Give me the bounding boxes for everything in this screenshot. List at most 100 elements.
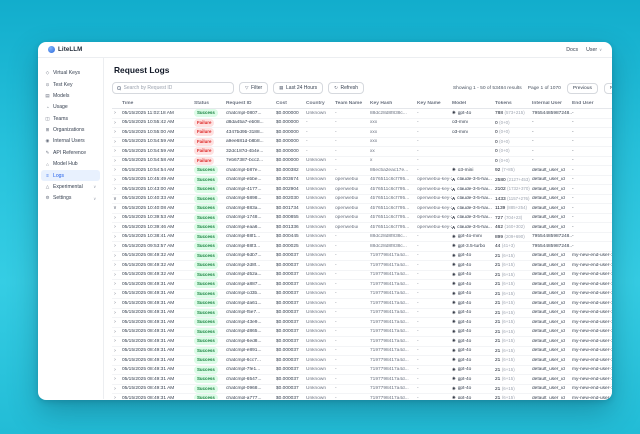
expand-chevron-icon[interactable]: › (114, 262, 116, 269)
cell-request-id[interactable]: chatcmpl-b87e... (226, 167, 262, 173)
expand-chevron-icon[interactable]: › (114, 110, 116, 117)
cell-request-id[interactable]: chatcmpl-0968... (226, 386, 262, 392)
sidebar-item-models[interactable]: ▤ Models (41, 91, 100, 101)
cell-request-id[interactable]: a9ee681d-b8b8... (226, 139, 264, 145)
sidebar-item-virtual-keys[interactable]: ◇ Virtual Keys (41, 68, 100, 78)
collapse-chevron-icon[interactable]: ∨ (113, 195, 117, 202)
cell-request-id[interactable]: 4347bd9b-3188... (226, 129, 264, 135)
sidebar-item-teams[interactable]: ◫ Teams (41, 114, 100, 124)
cell-request-id[interactable]: chatcmpl-ebbe... (226, 177, 262, 183)
expand-chevron-icon[interactable]: › (114, 119, 116, 126)
expand-chevron-icon[interactable]: › (114, 233, 116, 240)
cell-team-name: - (335, 110, 337, 116)
sidebar-item-settings[interactable]: ⚙ Settings ∨ (41, 193, 100, 203)
cell-status: Failure (194, 147, 226, 156)
user-menu[interactable]: User ∨ (586, 47, 602, 53)
cell-team-name: - (335, 281, 337, 287)
sidebar-item-internal-users[interactable]: ◉ Internal Users (41, 136, 100, 146)
cell-internal-user: default_user_id (532, 205, 565, 211)
cell-request-id[interactable]: chatcmpl-5898... (226, 196, 262, 202)
expand-chevron-icon[interactable]: › (114, 366, 116, 373)
cell-request-id[interactable]: chatcmpl-d865... (226, 329, 262, 335)
cell-request-id[interactable]: chatcmpl-e891... (226, 348, 262, 354)
expand-chevron-icon[interactable]: › (114, 328, 116, 335)
expand-chevron-icon[interactable]: › (114, 167, 116, 174)
cell-request-id[interactable]: chatcmpl-f5e7... (226, 310, 261, 316)
cell-request-id[interactable]: chatcmpl-d52a... (226, 272, 262, 278)
search-input[interactable]: Search by Request ID (112, 82, 234, 94)
sidebar-item-organizations[interactable]: ⊞ Organizations (41, 125, 100, 135)
tokens-breakdown: (0+0) (499, 148, 510, 154)
cell-tokens: 21 (6+15) (495, 281, 532, 287)
time-range-button[interactable]: ▦ Last 24 Hours (273, 82, 324, 94)
expand-chevron-icon[interactable]: › (114, 129, 116, 136)
expand-chevron-icon[interactable]: › (114, 157, 116, 164)
cell-request-id[interactable]: chatcmpl-88f3... (226, 243, 261, 249)
refresh-button[interactable]: ↻ Refresh (328, 82, 365, 94)
anthropic-icon: A (452, 196, 456, 202)
cell-request-id[interactable]: chatcmpl-da61... (226, 300, 262, 306)
cell-request-id[interactable]: chatcmpl-6db7... (226, 253, 262, 259)
expand-chevron-icon[interactable]: › (114, 186, 116, 193)
expand-chevron-icon[interactable]: › (114, 148, 116, 155)
sidebar-item-usage[interactable]: ◔ Usage (41, 102, 100, 112)
cell-request-id[interactable]: chatcmpl-a777... (226, 395, 262, 399)
sidebar-item-api-reference[interactable]: ✎ API Reference (41, 148, 100, 158)
status-badge: Failure (194, 137, 215, 146)
cell-request-id[interactable]: chatcmpl-6547... (226, 376, 262, 382)
expand-chevron-icon[interactable]: › (114, 376, 116, 383)
expand-chevron-icon[interactable]: › (114, 347, 116, 354)
cell-request-id[interactable]: chatcmpl-4177... (226, 186, 262, 192)
docs-link[interactable]: Docs (566, 46, 579, 53)
sidebar-item-model-hub[interactable]: ⌂ Model Hub (41, 159, 100, 169)
cell-country: Unknown (306, 215, 326, 221)
cell-request-id[interactable]: chatcmpl-6ed8... (226, 338, 262, 344)
expand-chevron-icon[interactable]: › (114, 357, 116, 364)
cell-request-id[interactable]: d8da45a7-eb08... (226, 120, 264, 126)
cell-request-id[interactable]: chatcmpl-43e9... (226, 319, 262, 325)
cell-request-id[interactable]: chatcmpl-cd3b... (226, 291, 262, 297)
cell-request-id[interactable]: 32dc187d-4b4e... (226, 148, 264, 154)
expand-chevron-icon[interactable]: › (114, 290, 116, 297)
cell-request-id[interactable]: chatcmpl-7fe1... (226, 367, 261, 373)
cell-country: Unknown (306, 186, 326, 192)
expand-chevron-icon[interactable]: › (114, 138, 116, 145)
expand-chevron-icon[interactable]: › (114, 224, 116, 231)
collapse-chevron-icon[interactable]: ∨ (113, 205, 117, 212)
cell-request-id[interactable]: chatcmpl-a887... (226, 281, 262, 287)
previous-page-button[interactable]: Previous (566, 82, 598, 94)
cell-request-id[interactable]: chatcmpl-1748... (226, 215, 262, 221)
sidebar-item-logs[interactable]: ≡ Logs (41, 170, 100, 181)
sidebar-item-experimental[interactable]: △ Experimental ∨ (41, 182, 100, 192)
cell-request-id[interactable]: chatcmpl-eaa6... (226, 224, 262, 230)
expand-chevron-icon[interactable]: › (114, 385, 116, 392)
cell-request-id[interactable]: chatcmpl-88f1... (226, 234, 261, 240)
expand-chevron-icon[interactable]: › (114, 309, 116, 316)
model-name: gpt-4o (457, 110, 472, 116)
cell-model: ✳ gpt-4o (452, 338, 495, 344)
sidebar-item-test-key[interactable]: ⊙ Test Key (41, 79, 100, 89)
cell-key-hash: 7197798417a4d... (370, 319, 409, 325)
expand-chevron-icon[interactable]: › (114, 395, 116, 399)
header-cell-status: Status (194, 101, 209, 106)
cell-request-id[interactable]: chatcmpl-0807... (226, 110, 262, 116)
cell-team-name: - (335, 148, 337, 154)
expand-chevron-icon[interactable]: › (114, 214, 116, 221)
cell-time: 05/15/2025 08:49:31 AM (122, 376, 175, 382)
expand-chevron-icon[interactable]: › (114, 281, 116, 288)
cell-request-id[interactable]: chatcmpl-2d8f... (226, 262, 261, 268)
expand-chevron-icon[interactable]: › (114, 243, 116, 250)
expand-chevron-icon[interactable]: › (114, 319, 116, 326)
expand-chevron-icon[interactable]: › (114, 271, 116, 278)
expand-chevron-icon[interactable]: › (114, 252, 116, 259)
expand-chevron-icon[interactable]: › (114, 300, 116, 307)
cell-request-id[interactable]: chatcmpl-6cc7... (226, 357, 261, 363)
filter-button[interactable]: ▽ Filter (239, 82, 269, 94)
cell-time: 05/15/2025 10:40:33 AM (122, 196, 175, 202)
expand-chevron-icon[interactable]: › (114, 338, 116, 345)
next-page-button[interactable]: Next (603, 82, 612, 94)
cell-request-id[interactable]: chatcmpl-883a... (226, 205, 262, 211)
expand-chevron-icon[interactable]: › (114, 176, 116, 183)
cell-request-id[interactable]: 7eb67387-bcc2... (226, 158, 264, 164)
